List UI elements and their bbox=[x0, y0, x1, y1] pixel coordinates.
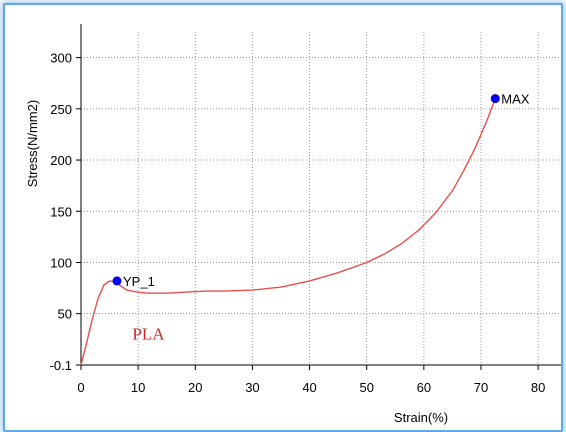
y-tick-label: 200 bbox=[50, 153, 72, 168]
y-axis-label: Stress(N/mm2) bbox=[25, 100, 40, 187]
grid bbox=[81, 32, 561, 365]
marked-points: YP_1 MAX bbox=[112, 92, 530, 289]
x-tick-label: 50 bbox=[359, 380, 373, 395]
stress-strain-curve bbox=[80, 98, 496, 366]
point-marker-max bbox=[490, 94, 500, 104]
y-tick-label: 150 bbox=[50, 204, 72, 219]
x-tick-label: 10 bbox=[131, 380, 145, 395]
pla-annotation: PLA bbox=[132, 324, 165, 343]
point-label-max: MAX bbox=[501, 92, 530, 107]
series-layer bbox=[80, 98, 496, 366]
x-tick-label: 0 bbox=[77, 380, 84, 395]
x-tick-label: 80 bbox=[531, 380, 545, 395]
x-tick-label: 70 bbox=[474, 380, 488, 395]
y-tick-label: 50 bbox=[58, 307, 72, 322]
y-tick-label: 100 bbox=[50, 255, 72, 270]
stress-strain-chart: 0 10 20 30 40 50 60 70 80 -0.1 50 100 150 200 250 300 Y… bbox=[25, 24, 561, 425]
tick-labels: 0 10 20 30 40 50 60 70 80 -0.1 50 100 150 200 250 300 bbox=[50, 51, 546, 395]
point-marker-yp-1 bbox=[112, 276, 122, 286]
point-label-yp-1: YP_1 bbox=[123, 274, 155, 289]
x-tick-label: 40 bbox=[302, 380, 316, 395]
y-tick-label: -0.1 bbox=[50, 358, 72, 373]
y-tick-label: 250 bbox=[50, 102, 72, 117]
y-tick-label: 300 bbox=[50, 51, 72, 66]
x-tick-label: 30 bbox=[245, 380, 259, 395]
x-tick-label: 20 bbox=[188, 380, 202, 395]
x-tick-label: 60 bbox=[417, 380, 431, 395]
chart-window: 0 10 20 30 40 50 60 70 80 -0.1 50 100 150 200 250 300 Y… bbox=[3, 3, 563, 432]
x-axis-label: Strain(%) bbox=[394, 410, 448, 425]
